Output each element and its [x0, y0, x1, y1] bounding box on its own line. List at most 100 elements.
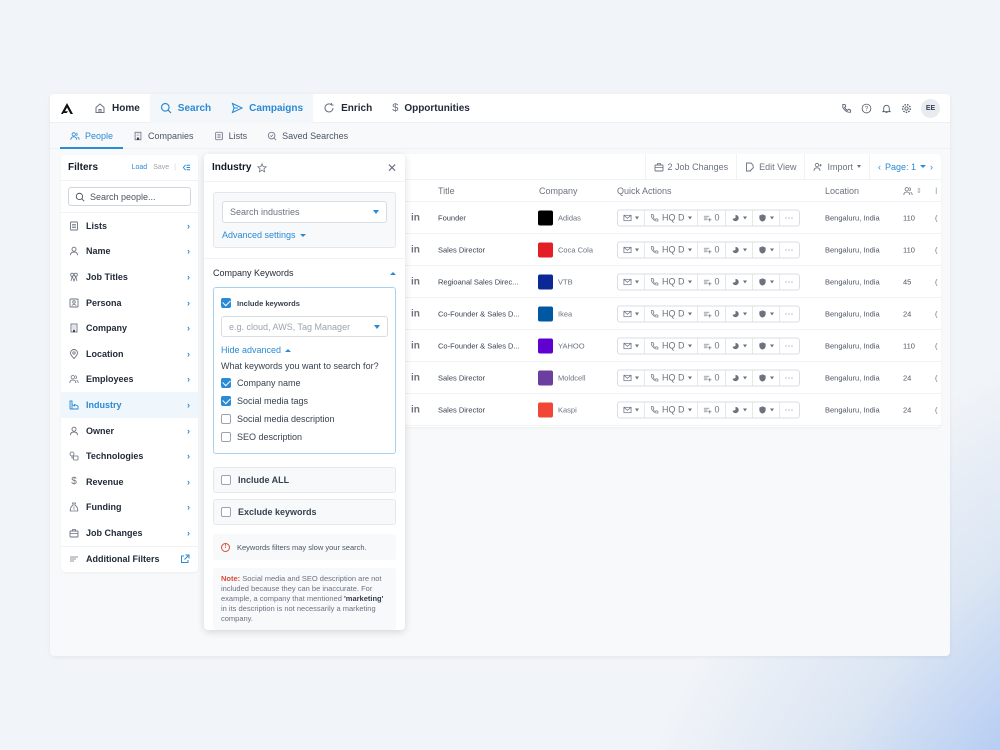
call-action[interactable]: HQ D: [645, 338, 698, 353]
nav-tab-campaigns[interactable]: Campaigns: [221, 94, 314, 123]
cell-company[interactable]: YAHOO: [558, 341, 585, 350]
linkedin-icon[interactable]: in: [411, 404, 420, 415]
import-dropdown[interactable]: Import: [804, 153, 869, 180]
include-all-checkbox[interactable]: [221, 475, 231, 485]
filter-item-technologies[interactable]: Technologies ›: [61, 443, 198, 469]
enrich-action[interactable]: [726, 210, 753, 225]
cell-company[interactable]: Moldcell: [558, 373, 586, 382]
shield-action[interactable]: [753, 402, 780, 417]
linkedin-icon[interactable]: in: [411, 212, 420, 223]
save-filters-link[interactable]: Save: [153, 164, 170, 171]
filter-item-funding[interactable]: Funding ›: [61, 495, 198, 521]
filter-item-employees[interactable]: Employees ›: [61, 367, 198, 393]
table-row[interactable]: in Regioanal Sales Direc... VTB HQ D 0: [391, 266, 941, 298]
close-icon[interactable]: ✕: [386, 160, 397, 175]
linkedin-icon[interactable]: in: [411, 340, 420, 351]
enrich-action[interactable]: [726, 242, 753, 257]
prev-page-button[interactable]: ‹: [877, 161, 881, 172]
cell-company[interactable]: Kaspi: [558, 405, 577, 414]
email-action[interactable]: [618, 338, 645, 353]
people-search-box[interactable]: [68, 187, 191, 206]
company-keywords-header[interactable]: Company Keywords: [204, 259, 405, 287]
call-action[interactable]: HQ D: [645, 242, 698, 257]
filter-item-job-changes[interactable]: Job Changes ›: [61, 520, 198, 546]
email-action[interactable]: [618, 402, 645, 417]
people-search-input[interactable]: [90, 191, 180, 202]
bell-icon[interactable]: [881, 103, 892, 114]
shield-action[interactable]: [753, 274, 780, 289]
help-icon[interactable]: ?: [861, 103, 872, 114]
call-action[interactable]: HQ D: [645, 370, 698, 385]
sequence-action[interactable]: 0: [698, 210, 726, 225]
next-page-button[interactable]: ›: [930, 161, 933, 172]
job-changes-button[interactable]: 2 Job Changes: [644, 153, 737, 180]
table-row[interactable]: in Founder Adidas HQ D 0: [391, 202, 941, 234]
filter-item-persona[interactable]: Persona ›: [61, 290, 198, 316]
shield-action[interactable]: [753, 306, 780, 321]
table-row[interactable]: in Co-Founder & Sales D... YAHOO HQ D 0: [391, 330, 941, 362]
filter-item-job-titles[interactable]: Job Titles ›: [61, 264, 198, 290]
option-company-name[interactable]: Company name: [221, 374, 388, 392]
option-seo-description[interactable]: SEO description: [221, 428, 388, 446]
call-action[interactable]: HQ D: [645, 402, 698, 417]
checkbox[interactable]: [221, 414, 231, 424]
table-row[interactable]: in Sales Director Kaspi HQ D 0: [391, 394, 941, 426]
subtab-lists[interactable]: Lists: [204, 123, 258, 149]
option-social-media-description[interactable]: Social media description: [221, 410, 388, 428]
phone-icon[interactable]: [841, 103, 852, 114]
subtab-saved-searches[interactable]: Saved Searches: [257, 123, 358, 149]
email-action[interactable]: [618, 274, 645, 289]
call-action[interactable]: HQ D: [645, 210, 698, 225]
filter-item-owner[interactable]: Owner ›: [61, 418, 198, 444]
sequence-action[interactable]: 0: [698, 402, 726, 417]
checkbox[interactable]: [221, 396, 231, 406]
user-avatar[interactable]: EE: [921, 99, 940, 118]
include-all-option[interactable]: Include ALL: [213, 467, 396, 493]
include-keywords-checkbox[interactable]: [221, 298, 231, 308]
shield-action[interactable]: [753, 242, 780, 257]
filter-item-location[interactable]: Location ›: [61, 341, 198, 367]
more-actions-button[interactable]: ···: [780, 402, 799, 417]
more-actions-button[interactable]: ···: [780, 274, 799, 289]
email-action[interactable]: [618, 210, 645, 225]
call-action[interactable]: HQ D: [645, 306, 698, 321]
linkedin-icon[interactable]: in: [411, 244, 420, 255]
table-row[interactable]: in Sales Director Coca Cola HQ D 0: [391, 234, 941, 266]
enrich-action[interactable]: [726, 338, 753, 353]
nav-tab-opportunities[interactable]: $ Opportunities: [382, 94, 480, 123]
shield-action[interactable]: [753, 210, 780, 225]
email-action[interactable]: [618, 306, 645, 321]
enrich-action[interactable]: [726, 370, 753, 385]
shield-action[interactable]: [753, 338, 780, 353]
option-social-media-tags[interactable]: Social media tags: [221, 392, 388, 410]
more-actions-button[interactable]: ···: [780, 242, 799, 257]
edit-view-button[interactable]: Edit View: [736, 153, 804, 180]
sequence-action[interactable]: 0: [698, 306, 726, 321]
email-action[interactable]: [618, 370, 645, 385]
checkbox[interactable]: [221, 378, 231, 388]
sequence-action[interactable]: 0: [698, 242, 726, 257]
star-icon[interactable]: [257, 162, 268, 173]
linkedin-icon[interactable]: in: [411, 308, 420, 319]
cell-company[interactable]: Adidas: [558, 213, 581, 222]
column-header-location[interactable]: Location: [825, 185, 860, 196]
nav-tab-enrich[interactable]: Enrich: [313, 94, 382, 123]
sequence-action[interactable]: 0: [698, 338, 726, 353]
table-row[interactable]: in Sales Director Moldcell HQ D 0: [391, 362, 941, 394]
more-actions-button[interactable]: ···: [780, 338, 799, 353]
linkedin-icon[interactable]: in: [411, 372, 420, 383]
more-actions-button[interactable]: ···: [780, 306, 799, 321]
sequence-action[interactable]: 0: [698, 370, 726, 385]
checkbox[interactable]: [221, 432, 231, 442]
email-action[interactable]: [618, 242, 645, 257]
exclude-keywords-checkbox[interactable]: [221, 507, 231, 517]
app-logo[interactable]: [50, 102, 84, 114]
filter-item-name[interactable]: Name ›: [61, 239, 198, 265]
gear-icon[interactable]: [901, 103, 912, 114]
industry-search-select[interactable]: Search industries: [222, 201, 387, 223]
enrich-action[interactable]: [726, 306, 753, 321]
cell-company[interactable]: VTB: [558, 277, 573, 286]
page-selector[interactable]: Page: 1: [884, 161, 916, 172]
more-actions-button[interactable]: ···: [780, 370, 799, 385]
column-header-title[interactable]: Title: [438, 185, 455, 196]
